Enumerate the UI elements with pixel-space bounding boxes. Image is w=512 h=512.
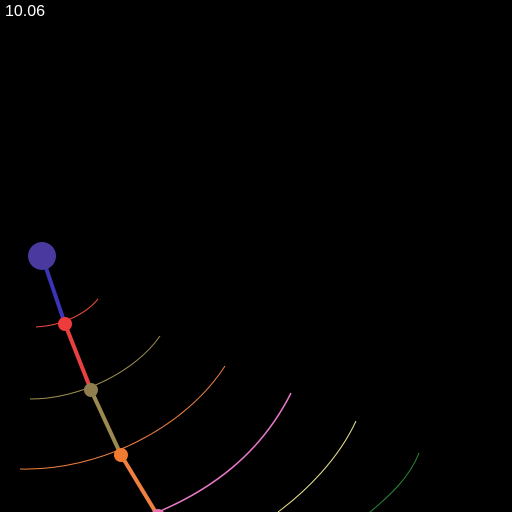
bob-2 <box>84 383 98 397</box>
timer-readout: 10.06 <box>5 3 46 20</box>
trail-yellow <box>277 420 357 512</box>
bob-3 <box>114 448 128 462</box>
trail-orange <box>19 365 226 470</box>
link-2 <box>63 323 93 391</box>
trail-red <box>35 298 99 328</box>
trail-green <box>369 452 420 512</box>
trail-pink <box>157 392 292 512</box>
bob-1 <box>58 317 72 331</box>
pivot-node <box>28 242 56 270</box>
link-3 <box>89 389 123 456</box>
bob-4 <box>152 509 164 512</box>
link-4 <box>119 453 158 512</box>
trail-olive <box>29 335 161 400</box>
